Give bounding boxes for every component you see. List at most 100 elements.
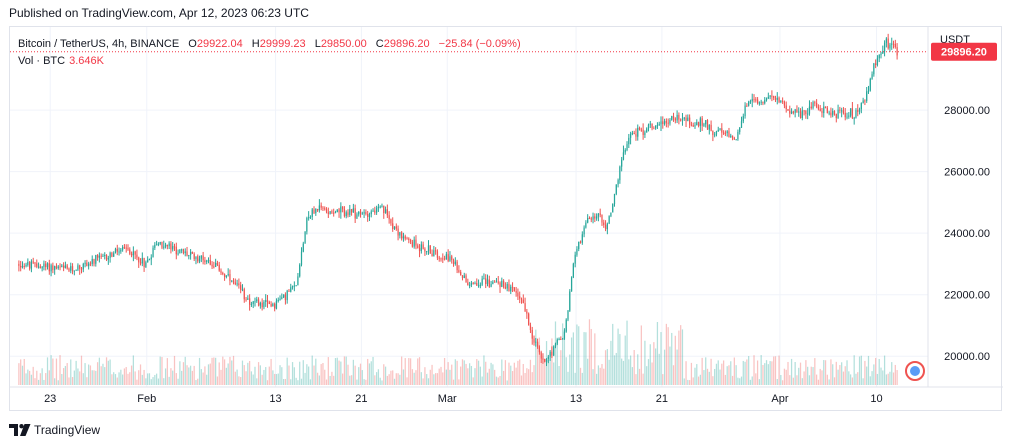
volume-bar [782, 380, 784, 385]
volume-bar [225, 367, 227, 385]
candle-body [837, 109, 839, 119]
candle-body [21, 266, 24, 268]
volume-bar [359, 363, 362, 385]
volume-bar [680, 325, 682, 385]
volume-bar [354, 365, 356, 385]
volume-bar [889, 371, 891, 385]
candle-body [674, 118, 676, 121]
volume-bar [497, 377, 499, 385]
candle-body [604, 224, 607, 230]
candle-body [810, 106, 812, 109]
candle-body [520, 298, 523, 300]
candle-body [517, 292, 519, 297]
volume-bar [613, 355, 616, 385]
candle-body [420, 244, 422, 252]
volume-bar [830, 359, 832, 385]
volume-bar [590, 328, 592, 385]
volume-bar [608, 359, 610, 385]
volume-bar [765, 360, 768, 385]
candle-body [883, 42, 886, 52]
candle-body [96, 255, 99, 258]
candle-body [120, 249, 122, 252]
volume-bar [395, 373, 397, 385]
candle-body [587, 218, 589, 223]
chart-frame[interactable]: 23 Feb 13 21 Mar 13 21 Apr 10 28000.00 26000.00 240… [9, 26, 1003, 412]
volume-bar [422, 378, 424, 385]
candle-body [431, 253, 433, 257]
candle-body [769, 95, 771, 97]
chart-legend: Bitcoin / TetherUS, 4h, BINANCE O29922.0… [18, 36, 521, 70]
candle-body [393, 226, 396, 230]
volume-bar [767, 364, 769, 385]
volume-bar [617, 328, 619, 385]
candle-body [77, 265, 79, 270]
volume-bar [338, 360, 340, 385]
candle-body [841, 110, 843, 112]
volume-bar [857, 372, 859, 385]
volume-bar [188, 367, 190, 385]
candle-body [751, 99, 753, 102]
volume-bar [377, 369, 380, 385]
volume-bar [216, 376, 219, 385]
candle-body [737, 131, 739, 140]
volume-bar [241, 360, 244, 385]
volume-bar [562, 323, 564, 385]
volume-bar [848, 371, 850, 385]
candle-body [125, 247, 127, 249]
volume-bar [438, 368, 440, 385]
volume-bar [234, 371, 236, 385]
volume-bar [209, 363, 211, 385]
footer-brand[interactable]: TradingView [34, 423, 101, 437]
candle-body [633, 132, 635, 135]
volume-bar [610, 340, 612, 385]
candle-body [721, 128, 723, 133]
candle-body [456, 261, 458, 271]
published-caption: Published on TradingView.com, Apr 12, 20… [9, 6, 309, 20]
volume-bar [309, 379, 312, 385]
candle-body [669, 120, 671, 124]
volume-bar [728, 365, 730, 385]
volume-bar [705, 357, 707, 385]
candle-body [774, 98, 777, 100]
candle-body [95, 255, 97, 264]
volume-bar [689, 380, 691, 385]
candle-body [606, 223, 608, 230]
tradingview-logo-icon[interactable] [9, 424, 31, 436]
volume-bar [361, 370, 363, 385]
volume-bar [363, 379, 365, 385]
candle-body [792, 111, 794, 113]
candlestick-chart[interactable]: 23 Feb 13 21 Mar 13 21 Apr 10 28000.00 26000.00 240… [10, 27, 1003, 412]
candle-body [828, 112, 830, 114]
volume-bar [606, 349, 608, 385]
candle-body [436, 251, 439, 258]
candle-body [451, 256, 453, 260]
x-tick-label: 10 [870, 393, 882, 405]
candle-body [66, 265, 68, 269]
candle-body [778, 97, 780, 102]
symbol-label[interactable]: Bitcoin / TetherUS, 4h, BINANCE [18, 38, 180, 50]
volume-bar [73, 370, 75, 385]
volume-bar [27, 369, 29, 385]
candle-body [37, 266, 40, 268]
volume-bar [139, 364, 142, 385]
volume-bar [200, 369, 202, 385]
volume-bar [229, 356, 231, 385]
candle-body [20, 265, 22, 268]
volume-bar [696, 364, 698, 385]
volume-bar [415, 370, 417, 385]
candle-body [680, 119, 682, 121]
volume-bar [710, 358, 712, 385]
candle-body [528, 313, 530, 326]
candle-body [109, 252, 111, 258]
candle-body [426, 251, 428, 253]
volume-bar [565, 357, 567, 385]
candle-body [406, 238, 408, 240]
volume-bar [621, 358, 623, 385]
candle-body [132, 251, 134, 256]
volume-bar [844, 366, 846, 385]
volume-bar [433, 374, 435, 385]
volume-bar [472, 377, 474, 385]
volume-bar [724, 374, 727, 385]
candle-body [413, 239, 415, 247]
volume-bar [511, 371, 514, 385]
